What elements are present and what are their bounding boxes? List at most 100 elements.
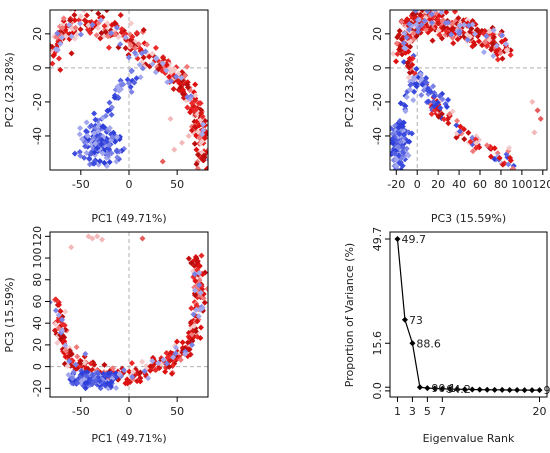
- data-point: [188, 305, 195, 312]
- x-tick-label: 5: [424, 405, 431, 418]
- data-point: [437, 104, 444, 111]
- data-point: [419, 10, 426, 14]
- data-point: [83, 128, 90, 135]
- data-point: [190, 311, 197, 318]
- data-point: [529, 98, 536, 105]
- data-point: [430, 98, 437, 105]
- data-point: [202, 269, 208, 276]
- data-point: [428, 110, 435, 117]
- data-point: [430, 83, 437, 90]
- data-point: [81, 10, 88, 14]
- data-point: [139, 65, 146, 72]
- data-point: [139, 358, 146, 365]
- data-point: [99, 123, 106, 130]
- data-point: [406, 64, 413, 71]
- data-point: [121, 367, 128, 374]
- data-point: [409, 10, 416, 17]
- data-point: [424, 10, 431, 15]
- data-point: [498, 38, 505, 45]
- data-point: [186, 346, 193, 353]
- data-point: [59, 327, 66, 334]
- data-point: [142, 48, 149, 55]
- data-point: [476, 30, 483, 37]
- data-point: [50, 60, 56, 67]
- data-point: [537, 115, 544, 122]
- data-point: [59, 316, 66, 323]
- data-point: [73, 344, 80, 351]
- variance-point: [469, 386, 476, 393]
- x-axis-label: PC1 (49.71%): [91, 432, 166, 445]
- variance-point: [529, 387, 536, 394]
- data-point: [406, 26, 413, 33]
- data-point: [439, 96, 446, 103]
- data-point: [390, 50, 397, 57]
- data-point: [128, 20, 135, 27]
- data-point: [116, 371, 123, 378]
- data-point: [456, 22, 463, 29]
- data-point: [66, 22, 73, 29]
- data-point: [76, 148, 83, 155]
- variance-point: [521, 387, 528, 394]
- data-point: [504, 47, 511, 54]
- data-point: [199, 131, 206, 138]
- y-tick-label: 40: [31, 316, 44, 330]
- data-point: [83, 149, 90, 156]
- data-point: [408, 130, 415, 137]
- data-point: [467, 138, 474, 145]
- data-point: [406, 21, 413, 28]
- y-tick-label: -20: [31, 93, 44, 111]
- y-tick-label: 80: [31, 273, 44, 287]
- data-point: [69, 375, 76, 382]
- data-point: [86, 155, 93, 162]
- variance-point: [401, 316, 408, 323]
- data-point: [132, 45, 139, 52]
- data-point: [393, 156, 400, 163]
- data-point: [159, 158, 166, 165]
- y-tick-label: 120: [31, 226, 44, 247]
- data-point: [202, 117, 208, 124]
- data-point: [125, 54, 132, 61]
- data-point: [103, 10, 110, 14]
- data-point: [196, 100, 203, 107]
- data-point: [418, 21, 425, 28]
- data-point: [54, 339, 61, 346]
- y-tick-label: -40: [371, 127, 384, 145]
- cumulative-label: 94.2: [446, 383, 471, 396]
- data-point: [457, 123, 464, 130]
- data-point: [465, 22, 472, 29]
- data-point: [104, 33, 111, 40]
- data-point: [401, 30, 408, 37]
- data-point: [136, 61, 143, 68]
- data-point: [487, 153, 494, 160]
- data-point: [446, 111, 453, 118]
- data-point: [144, 41, 151, 48]
- y-axis-label: PC2 (23.28%): [343, 52, 356, 127]
- data-point: [106, 99, 113, 106]
- data-point: [66, 358, 73, 365]
- data-point: [423, 74, 430, 81]
- data-point: [393, 162, 400, 169]
- data-point: [108, 104, 115, 111]
- data-point: [490, 27, 497, 34]
- data-point: [152, 69, 159, 76]
- x-tick-label: 0: [414, 178, 421, 191]
- data-point: [413, 0, 419, 6]
- data-point: [473, 140, 480, 147]
- data-point: [166, 73, 173, 80]
- y-axis-label: PC3 (15.59%): [3, 277, 16, 352]
- x-tick-label: 60: [473, 178, 487, 191]
- points-layer: [50, 10, 208, 170]
- data-point: [413, 21, 420, 28]
- data-point: [428, 1, 434, 7]
- data-point: [172, 350, 179, 357]
- data-point: [397, 100, 404, 107]
- data-point: [98, 29, 105, 36]
- data-point: [62, 326, 69, 333]
- plot-frame: [389, 231, 548, 398]
- y-tick-label: 20: [31, 338, 44, 352]
- x-axis-label: PC3 (15.59%): [431, 212, 506, 225]
- data-point: [114, 154, 121, 161]
- data-point: [57, 40, 64, 47]
- data-point: [55, 312, 62, 319]
- x-tick-label: 120: [532, 178, 550, 191]
